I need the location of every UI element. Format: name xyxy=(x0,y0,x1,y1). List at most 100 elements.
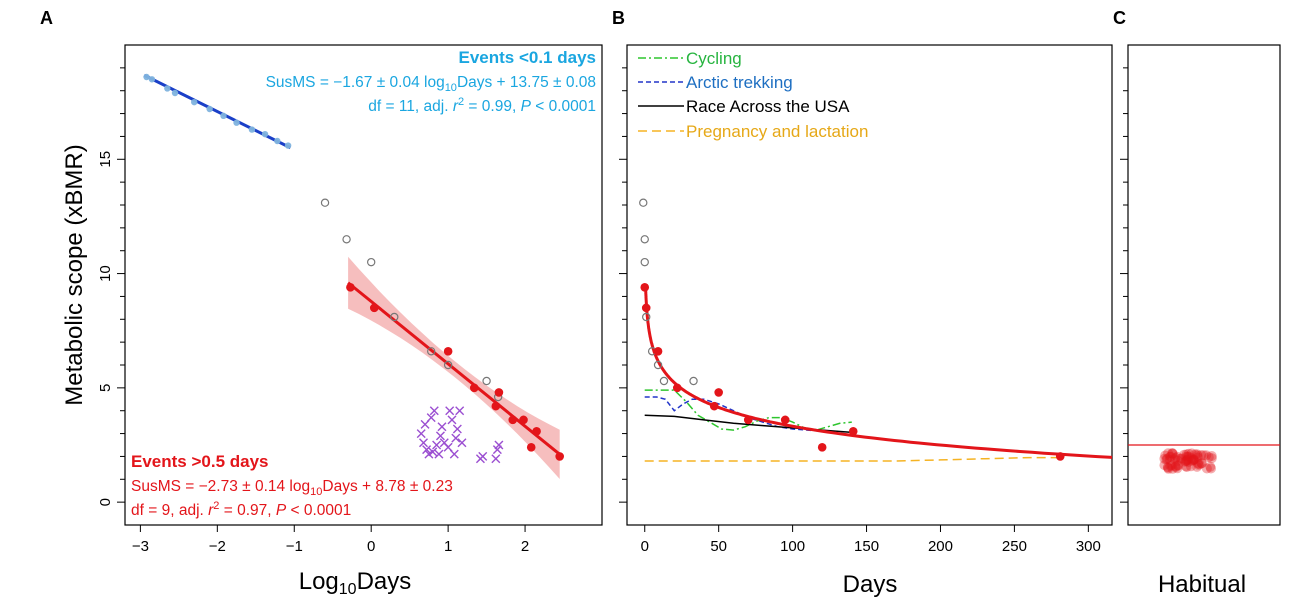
event-point xyxy=(743,415,753,425)
habitual-point xyxy=(1185,461,1196,472)
event-point xyxy=(780,415,790,425)
habitual-cross xyxy=(455,406,465,416)
habitual-point xyxy=(1182,454,1193,465)
habitual-point xyxy=(1190,449,1201,460)
habitual-point xyxy=(1176,453,1187,464)
habitual-cross xyxy=(447,415,457,425)
habitual-point xyxy=(1192,452,1203,463)
habitual-point xyxy=(1203,452,1214,463)
legend-item-race: Race Across the USA xyxy=(638,97,850,116)
habitual-point xyxy=(1180,461,1191,472)
cross-stroke xyxy=(428,447,438,457)
panel-letter-c: C xyxy=(1113,8,1126,28)
habitual-point xyxy=(1196,450,1207,461)
short-event-point xyxy=(206,105,213,113)
habitual-point xyxy=(1191,449,1202,460)
panel-a-frame xyxy=(124,44,603,526)
long-events-stats: df = 9, adj. r2 = 0.97, P < 0.0001 xyxy=(131,500,351,519)
long-event-point xyxy=(555,452,564,461)
long-events-equation: SusMS = −2.73 ± 0.14 log10Days + 8.78 ± … xyxy=(131,478,453,498)
habitual-point xyxy=(1183,457,1194,467)
series-line-arctic xyxy=(644,396,837,433)
habitual-cross xyxy=(491,454,501,464)
event-point xyxy=(640,282,650,292)
cross-stroke xyxy=(478,451,488,461)
habitual-cross xyxy=(494,440,504,450)
legend-item-cycling: Cycling xyxy=(638,49,742,68)
habitual-cross xyxy=(435,431,445,441)
legend-label-pregnancy: Pregnancy and lactation xyxy=(686,122,868,141)
intermediate-point xyxy=(482,376,491,386)
habitual-point xyxy=(1160,450,1171,461)
intermediate-point xyxy=(320,198,330,207)
habitual-point xyxy=(1181,449,1192,460)
event-point xyxy=(714,388,723,397)
habitual-point xyxy=(1170,452,1181,463)
fit-curve-red xyxy=(644,287,1113,459)
x-tick-label: 200 xyxy=(928,538,953,555)
habitual-point xyxy=(1161,454,1172,465)
habitual-point xyxy=(1188,455,1199,466)
habitual-cross xyxy=(478,451,488,461)
short-events-equation: SusMS = −1.67 ± 0.04 log10Days + 13.75 ±… xyxy=(266,74,596,94)
cross-stroke xyxy=(437,422,447,432)
long-event-point xyxy=(494,388,504,397)
cross-stroke xyxy=(419,438,429,448)
habitual-point xyxy=(1163,462,1173,473)
habitual-point xyxy=(1181,456,1192,467)
legend-label-cycling: Cycling xyxy=(686,49,742,68)
intermediate-point xyxy=(443,360,453,370)
habitual-point xyxy=(1173,460,1184,471)
annotation-long-events: Events >0.5 days SusMS = −2.73 ± 0.14 lo… xyxy=(131,452,453,519)
short-event-point xyxy=(164,85,171,92)
cross-stroke xyxy=(452,424,462,434)
short-event-point xyxy=(274,137,281,145)
habitual-point xyxy=(1167,448,1178,459)
cross-stroke xyxy=(445,406,455,416)
x-tick-label: 100 xyxy=(780,538,805,555)
habitual-point xyxy=(1188,455,1199,466)
intermediate-point xyxy=(366,257,376,267)
x-tick-label: 0 xyxy=(367,538,375,555)
habitual-point xyxy=(1179,449,1190,460)
intermediate-point xyxy=(653,360,663,370)
habitual-point xyxy=(1192,450,1203,461)
short-event-point xyxy=(148,76,156,83)
habitual-point xyxy=(1186,448,1197,459)
habitual-point xyxy=(1172,463,1183,474)
long-event-point xyxy=(491,401,501,411)
long-event-point xyxy=(519,415,528,425)
habitual-point xyxy=(1166,460,1177,471)
short-event-point xyxy=(248,126,256,133)
event-point xyxy=(1055,452,1065,461)
intermediate-point xyxy=(640,235,649,244)
legend-label-arctic: Arctic trekking xyxy=(686,73,793,92)
habitual-point xyxy=(1180,456,1190,467)
short-event-point xyxy=(143,73,150,81)
long-event-point xyxy=(443,346,453,356)
cross-stroke xyxy=(429,406,439,416)
habitual-point xyxy=(1201,463,1212,474)
habitual-point xyxy=(1187,455,1197,466)
habitual-point xyxy=(1162,453,1173,464)
habitual-point xyxy=(1193,458,1203,469)
x-tick-label: 150 xyxy=(854,538,879,555)
intermediate-point xyxy=(642,312,651,322)
cross-stroke xyxy=(447,415,457,425)
habitual-point xyxy=(1167,463,1178,474)
event-point xyxy=(848,426,858,436)
habitual-point xyxy=(1167,448,1178,458)
x-axis-title-a: Log10Days xyxy=(299,568,412,598)
habitual-cross xyxy=(434,449,444,459)
habitual-point xyxy=(1196,458,1207,469)
habitual-cross xyxy=(426,413,436,423)
habitual-point xyxy=(1188,454,1199,465)
long-event-point xyxy=(469,383,479,393)
x-axis-title-b: Days xyxy=(843,571,898,598)
long-event-point xyxy=(532,426,541,436)
habitual-point xyxy=(1206,451,1217,461)
cross-stroke xyxy=(422,445,432,455)
legend: Cycling Arctic trekking Race Across the … xyxy=(638,49,868,141)
habitual-point xyxy=(1201,450,1212,461)
